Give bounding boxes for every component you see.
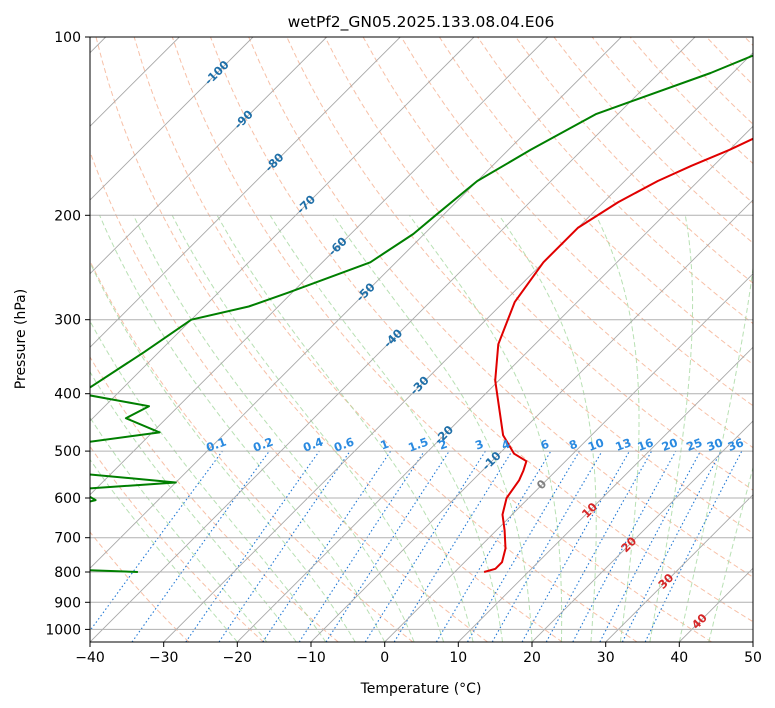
profile-lines [90,54,753,573]
mixing-ratio-line [298,450,425,642]
moist-adiabat [269,215,503,642]
x-tick-label: 20 [523,650,541,666]
dry-adiabat [210,37,753,623]
mixing-ratio-label: 25 [684,435,704,454]
isotherm [605,494,753,642]
mixing-ratio-label: 0.6 [332,435,356,455]
dry-adiabat [90,150,488,642]
x-tick-label: 40 [670,650,688,666]
mixing-ratio-label: 0.1 [204,435,228,455]
mixing-ratio-label: 13 [613,435,633,454]
y-tick-label: 1000 [45,622,81,638]
moist-adiabat [133,215,415,642]
x-tick-label: 10 [449,650,467,666]
y-tick-label: 700 [54,531,81,547]
moist-adiabat [90,261,356,642]
moist-adiabat [99,215,386,642]
isotherm [752,641,753,642]
mixing-ratio-label: 20 [660,435,680,454]
isotherm [90,37,549,496]
mixing-ratio-label: 16 [636,435,656,454]
mixing-ratio-label: 36 [726,435,746,454]
isotherm [90,37,622,569]
mixing-ratio-label: 30 [705,435,725,454]
y-tick-label: 600 [54,491,81,507]
y-tick-label: 400 [54,387,81,403]
y-tick-label: 200 [54,208,81,224]
moist-adiabat [408,215,563,642]
moist-adiabat [90,416,268,642]
isotherm [90,37,254,201]
background-lines [90,37,753,642]
mixing-ratio-line [90,450,223,632]
moist-adiabat [90,458,238,642]
mixing-ratio-label: 1.5 [406,435,430,455]
dry-adiabat [90,356,339,642]
mixing-ratio-label: 0.4 [301,435,325,455]
mixing-ratio-line [521,450,630,642]
isotherm [90,37,475,422]
mixing-ratio-line [644,450,743,642]
temperature-line [483,137,753,573]
mixing-ratio-label: 10 [586,435,606,454]
isotherm [384,273,753,642]
x-tick-label: 50 [744,650,762,666]
x-tick-label: −30 [149,650,179,666]
isotherm [90,37,401,348]
mixing-ratio-label: 0.2 [251,435,275,455]
dry-adiabat [171,37,712,642]
x-tick-label: 30 [597,650,615,666]
dewpoint-line [90,54,753,573]
x-tick-label: −40 [75,650,105,666]
x-tick-label: −10 [296,650,326,666]
y-axis: 100 200 300 400 500 600 700 800 900 1000 [45,30,90,638]
x-axis: −40 −30 −20 −10 0 10 20 30 40 50 [75,642,762,666]
mixing-ratio-line [572,450,677,642]
isotherm [457,346,753,642]
isotherm [90,37,696,642]
isotherm [310,199,753,642]
mixing-ratio-line [131,450,270,642]
y-tick-label: 800 [54,565,81,581]
dry-adiabat [248,37,753,578]
dry-adiabat [90,531,190,642]
y-tick-label: 300 [54,313,81,329]
x-tick-label: −20 [223,650,253,666]
mixing-ratio-line [393,450,513,642]
isotherm [531,420,753,642]
moist-adiabat [678,264,753,642]
mixing-ratio-line [185,450,320,642]
x-axis-label: Temperature (°C) [360,681,482,697]
isotherm [90,37,328,275]
moist-adiabat [498,215,597,642]
isotherm [236,125,753,642]
chart-title: wetPf2_GN05.2025.133.08.04.E06 [288,13,555,32]
dry-adiabat [400,37,753,407]
mixing-ratio-line [325,450,450,642]
mixing-ratio-line [218,450,351,642]
mixing-ratio-line [545,450,653,642]
moist-adiabat [90,370,297,642]
y-axis-label: Pressure (hPa) [13,289,29,389]
moist-adiabat [171,215,445,642]
x-tick-label: 0 [380,650,389,666]
dry-adiabat [133,37,638,642]
y-tick-label: 900 [54,595,81,611]
moist-adiabat [649,215,694,642]
y-tick-label: 500 [54,444,81,460]
y-tick-label: 100 [54,30,81,46]
mixing-ratio-line [262,450,392,642]
dry-adiabat [95,37,563,642]
moist-adiabat [90,320,327,642]
dry-adiabat [515,37,753,284]
moist-adiabat [708,465,753,642]
dry-adiabat [324,37,753,491]
isotherm [163,52,753,642]
dry-adiabat [438,37,753,366]
moist-adiabat [595,215,640,642]
plot-frame [89,36,754,643]
plot-background [90,37,753,642]
